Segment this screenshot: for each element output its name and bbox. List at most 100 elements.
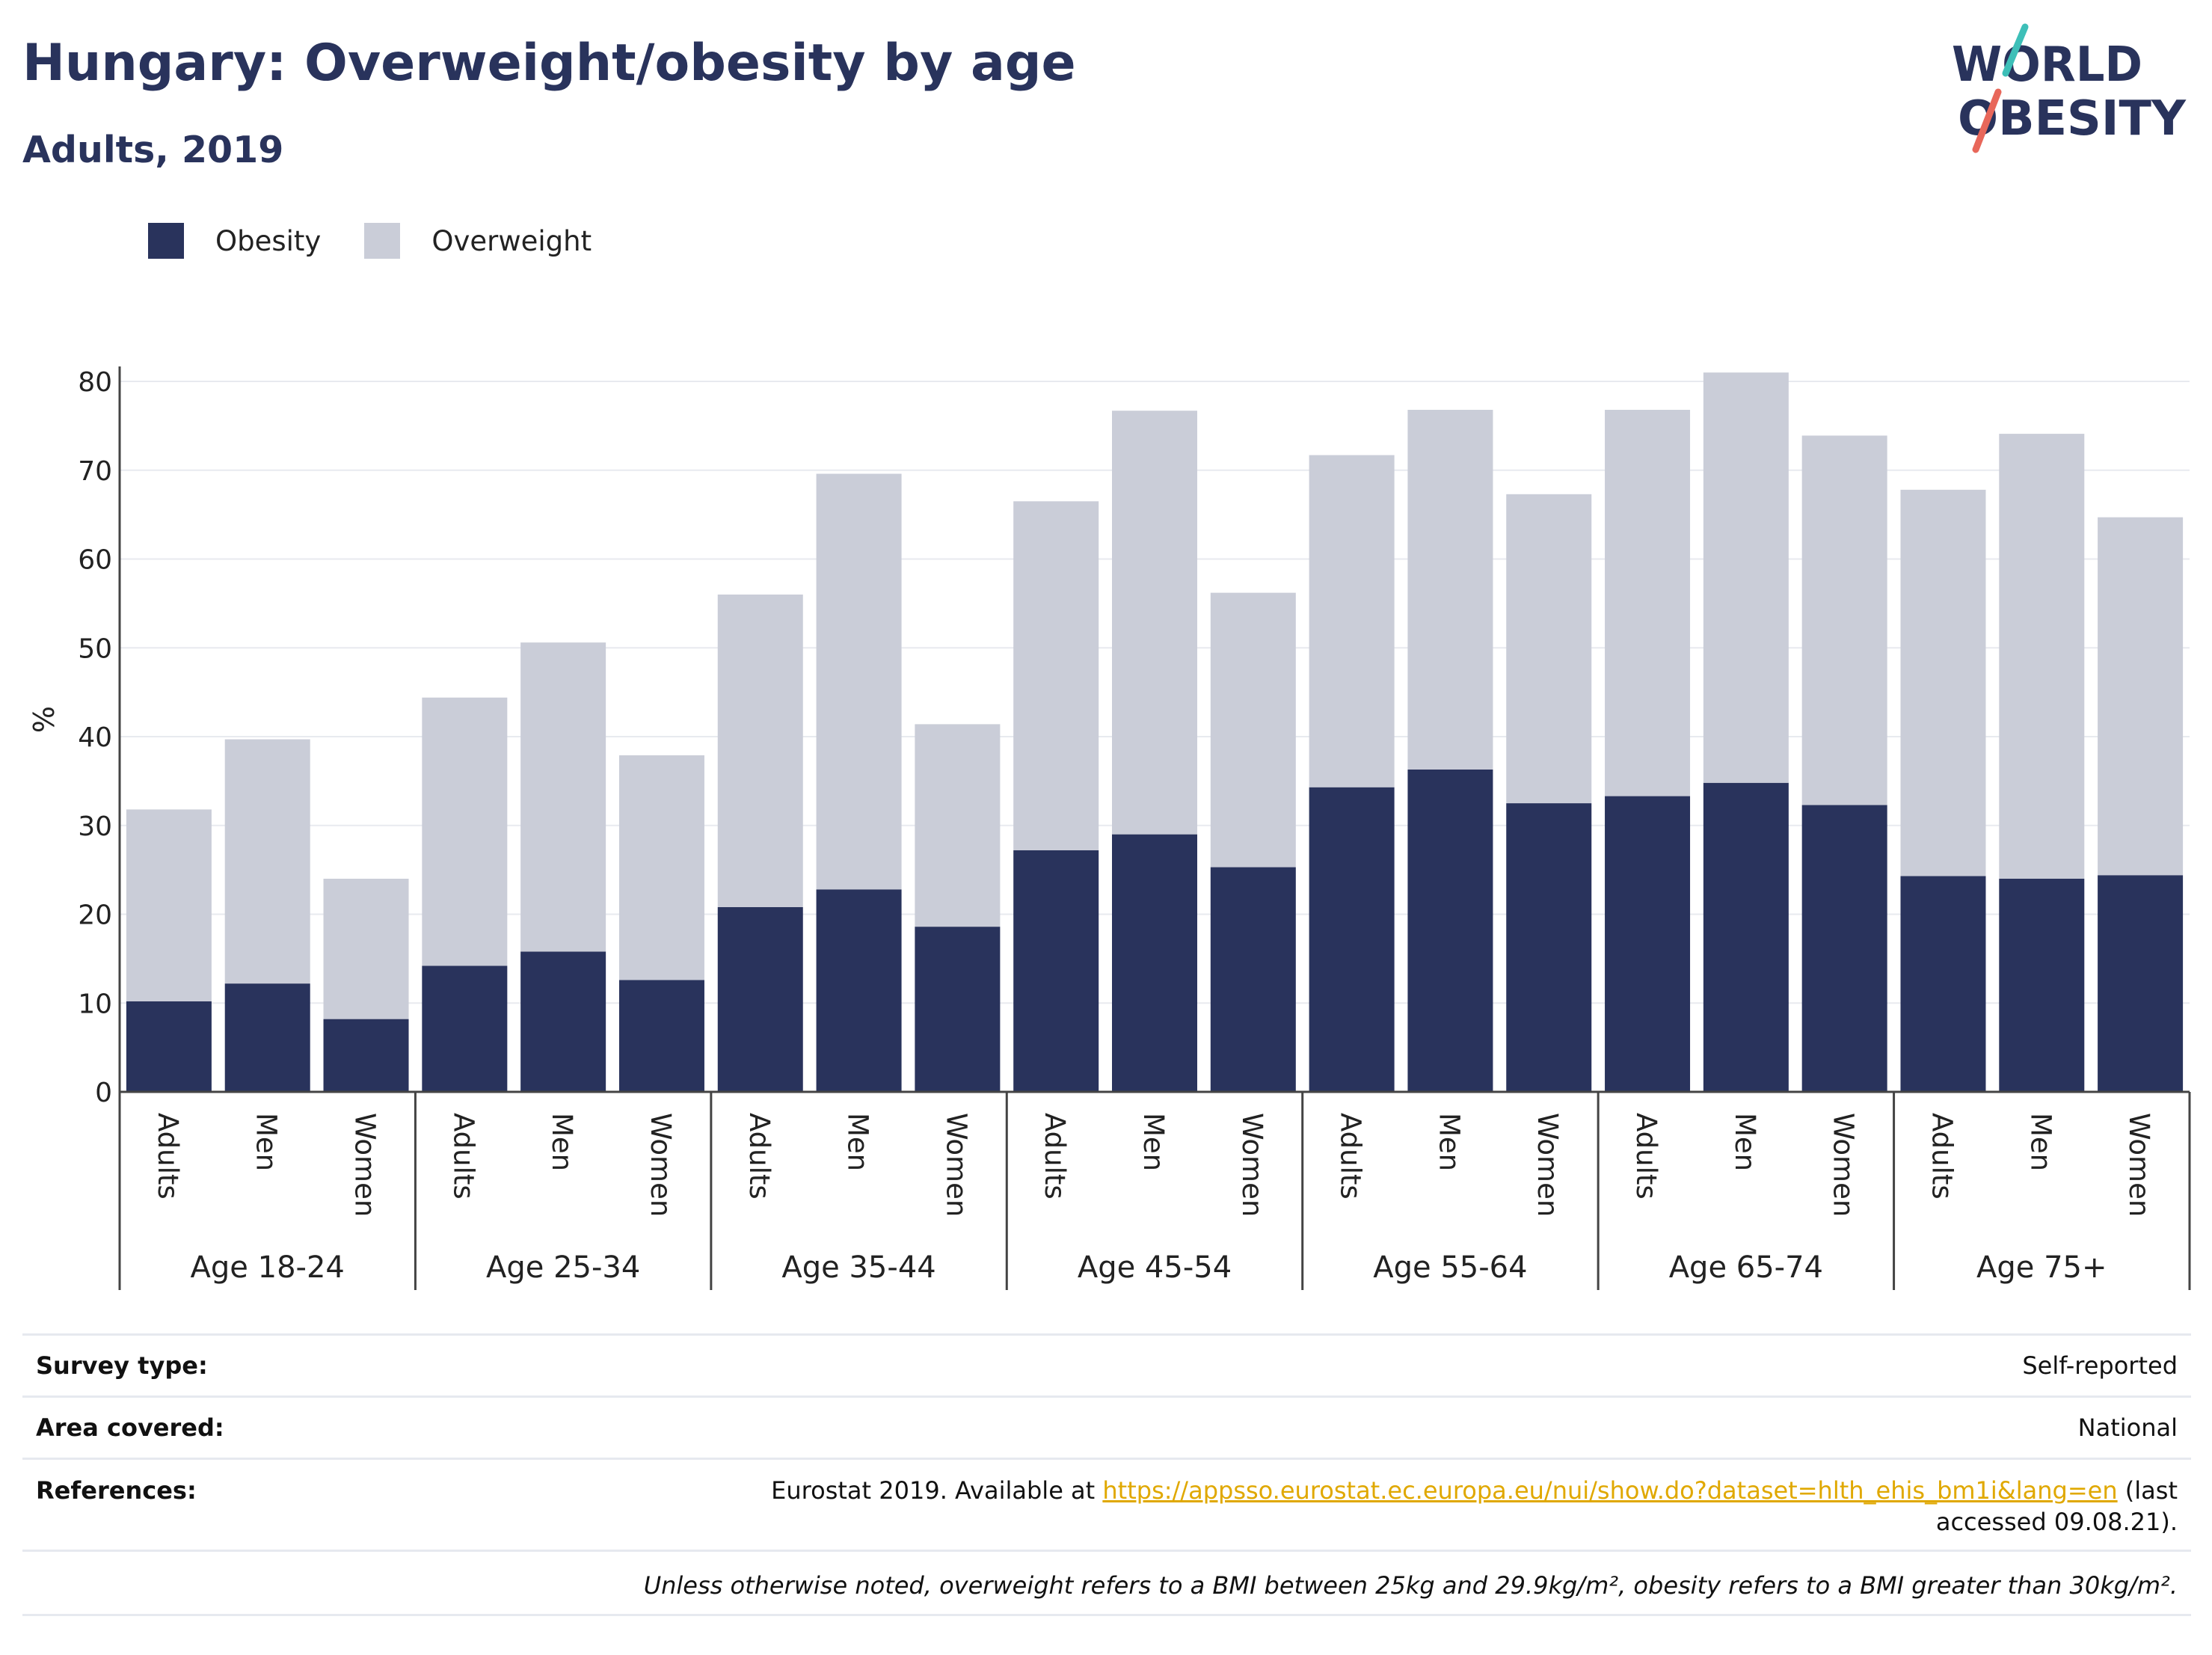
x-subcategory-label: Adults [447, 1113, 479, 1200]
references-row: References: Eurostat 2019. Available at … [22, 1458, 2191, 1550]
x-subcategory-label: Adults [1630, 1113, 1662, 1200]
references-prefix: Eurostat 2019. Available at [771, 1476, 1096, 1505]
definition-note: Unless otherwise noted, overweight refer… [22, 1550, 2191, 1616]
chart-legend: Obesity Overweight [148, 223, 635, 259]
bar-obesity [1407, 769, 1493, 1092]
x-group-label: Age 45-54 [1078, 1250, 1232, 1285]
x-group-label: Age 65-74 [1669, 1250, 1823, 1285]
x-subcategory-label: Women [645, 1113, 677, 1217]
x-subcategory-label: Men [1433, 1113, 1465, 1171]
x-subcategory-label: Men [2024, 1113, 2056, 1171]
bar-overweight [2098, 517, 2184, 876]
bar-obesity [717, 907, 803, 1092]
area-value: National [2077, 1413, 2178, 1442]
area-label: Area covered: [36, 1413, 224, 1442]
x-group-label: Age 75+ [1976, 1250, 2107, 1285]
svg-text:WORLD: WORLD [1952, 37, 2142, 93]
bar-obesity [2098, 875, 2184, 1092]
bar-overweight [224, 739, 310, 984]
bar-obesity [1801, 805, 1887, 1092]
y-tick-label: 0 [95, 1078, 112, 1108]
bar-overweight [618, 755, 704, 980]
bar-overweight [915, 724, 1001, 927]
bar-overweight [1407, 410, 1493, 770]
bar-overweight [323, 879, 409, 1019]
x-subcategory-label: Adults [743, 1113, 775, 1200]
x-subcategory-label: Men [1137, 1113, 1170, 1171]
stacked-bar-chart: 0 10 20 30 40 50 60 70 80% Adults Men Women Age 18-2… [28, 366, 2191, 1290]
bar-obesity [1506, 803, 1592, 1092]
x-subcategory-label: Women [1828, 1113, 1860, 1217]
legend-label-overweight: Overweight [431, 224, 592, 257]
bar-obesity [1703, 782, 1789, 1092]
bar-obesity [1309, 787, 1395, 1092]
x-subcategory-label: Women [940, 1113, 972, 1217]
bar-overweight [1703, 372, 1789, 783]
info-table: Survey type: Self-reported Area covered:… [22, 1333, 2191, 1616]
bar-overweight [422, 697, 508, 966]
references-suffix: (last accessed 09.08.21). [1935, 1476, 2178, 1536]
page-title: Hungary: Overweight/obesity by age [22, 34, 1076, 93]
bar-overweight [1210, 592, 1296, 868]
bar-overweight [1801, 435, 1887, 805]
references-value: Eurostat 2019. Available at https://apps… [675, 1475, 2191, 1550]
y-tick-label: 30 [78, 811, 112, 842]
legend-swatch-overweight [364, 223, 401, 259]
bar-overweight [717, 595, 803, 907]
x-subcategory-label: Adults [1926, 1113, 1958, 1200]
legend-item-obesity: Obesity [148, 223, 321, 259]
x-subcategory-label: Men [251, 1113, 283, 1171]
bar-overweight [816, 473, 902, 890]
survey-type-label: Survey type: [36, 1351, 208, 1380]
bar-overweight [126, 809, 212, 1001]
x-subcategory-label: Adults [1039, 1113, 1071, 1200]
y-tick-label: 60 [78, 545, 112, 576]
bar-overweight [1112, 411, 1197, 835]
bar-obesity [323, 1019, 409, 1092]
bar-obesity [618, 980, 704, 1092]
bar-obesity [1900, 876, 1986, 1092]
references-link[interactable]: https://appsso.eurostat.ec.europa.eu/nui… [1102, 1476, 2118, 1505]
y-tick-label: 70 [78, 456, 112, 487]
x-subcategory-label: Women [2123, 1113, 2155, 1217]
bar-obesity [224, 983, 310, 1092]
bar-overweight [1900, 489, 1986, 876]
bar-overweight [1309, 455, 1395, 787]
y-axis-label: % [28, 706, 61, 733]
x-subcategory-label: Men [1729, 1113, 1761, 1171]
bar-obesity [520, 951, 606, 1092]
survey-type-value: Self-reported [2022, 1351, 2178, 1380]
bar-obesity [1999, 879, 2085, 1092]
y-tick-label: 80 [78, 367, 112, 398]
x-subcategory-label: Women [1531, 1113, 1564, 1217]
x-subcategory-label: Women [1236, 1113, 1268, 1217]
bar-obesity [1013, 850, 1099, 1092]
bar-obesity [915, 927, 1001, 1092]
bar-obesity [816, 889, 902, 1092]
bar-overweight [1506, 494, 1592, 804]
legend-swatch-obesity [148, 223, 184, 259]
y-tick-label: 10 [78, 989, 112, 1019]
survey-type-row: Survey type: Self-reported [22, 1333, 2191, 1395]
x-subcategory-label: Men [546, 1113, 578, 1171]
x-group-label: Age 35-44 [781, 1250, 936, 1285]
legend-item-overweight: Overweight [364, 223, 592, 259]
page-subtitle: Adults, 2019 [22, 129, 284, 171]
x-subcategory-label: Men [842, 1113, 874, 1171]
x-subcategory-label: Women [349, 1113, 381, 1217]
references-label: References: [36, 1476, 197, 1505]
bar-overweight [1605, 410, 1691, 796]
world-obesity-logo: WORLD OBESITY [1952, 23, 2187, 153]
area-row: Area covered: National [22, 1395, 2191, 1458]
y-tick-label: 20 [78, 900, 112, 931]
bar-obesity [1112, 834, 1197, 1092]
bar-obesity [1605, 796, 1691, 1092]
x-subcategory-label: Adults [152, 1113, 184, 1200]
x-group-label: Age 18-24 [191, 1250, 345, 1285]
x-subcategory-label: Adults [1335, 1113, 1367, 1200]
y-tick-label: 40 [78, 722, 112, 753]
x-group-label: Age 55-64 [1373, 1250, 1527, 1285]
bar-obesity [422, 965, 508, 1092]
legend-label-obesity: Obesity [215, 224, 322, 257]
x-group-label: Age 25-34 [486, 1250, 640, 1285]
